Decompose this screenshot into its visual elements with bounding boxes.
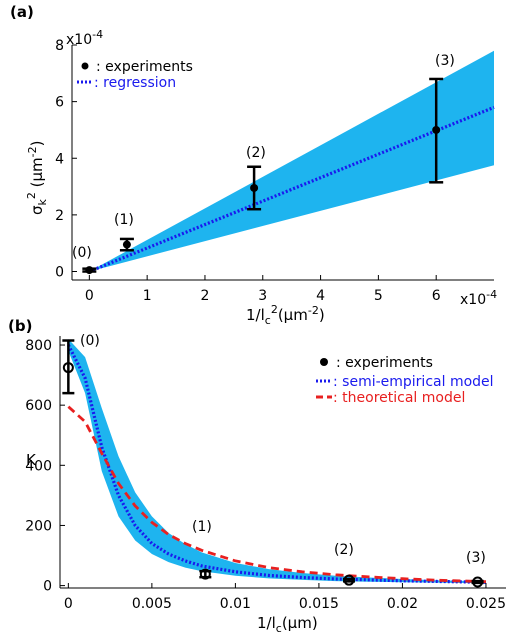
b-legend-semi-empirical-label: : semi-empirical model (333, 374, 494, 390)
a-confidence-band (89, 50, 495, 272)
b-x-tick-label-5: 0.025 (466, 596, 506, 612)
b-x-tick-label-4: 0.02 (387, 596, 418, 612)
b-ticks: 0 0.005 0.01 0.015 0.02 0.025 0 200 400 600 800 (25, 338, 506, 612)
a-legend: : experiments : regression (77, 59, 193, 91)
panel-b-label: (b) (8, 317, 32, 335)
a-y-tick-label-3: 6 (55, 95, 64, 111)
b-model-lines (66, 344, 487, 584)
a-x-tick-label-5: 5 (374, 288, 383, 304)
a-x-title: 1/lc2(µm-2) (246, 303, 325, 327)
b-x-tick-label-3: 0.015 (299, 596, 339, 612)
b-data-point-2 (343, 574, 355, 586)
b-point-label-0: (0) (80, 333, 100, 349)
b-legend-experiments-marker (320, 358, 328, 366)
b-legend: : experiments : semi-empirical model : t… (316, 355, 494, 406)
a-legend-experiments-marker (81, 62, 89, 70)
b-theoretical-model-line (67, 405, 487, 584)
b-x-title: 1/lc(µm) (257, 614, 318, 635)
a-regression-line (88, 105, 495, 273)
a-band-area (89, 50, 495, 272)
a-x-tick-label-4: 4 (316, 288, 325, 304)
a-x-tick-label-1: 1 (143, 288, 152, 304)
a-data-point-3 (432, 125, 441, 134)
b-y-tick-label-3: 600 (25, 398, 52, 414)
b-y-tick-label-1: 200 (25, 518, 52, 534)
a-x-tick-label-3: 3 (258, 288, 267, 304)
a-point-label-0: (0) (72, 245, 92, 261)
panel-a-label: (a) (10, 3, 34, 21)
a-experiment-points: (0) (1) (2) (3) (72, 53, 455, 275)
a-point-label-3: (3) (435, 53, 455, 69)
b-y-title: K (26, 451, 37, 469)
b-legend-theoretical-label: : theoretical model (333, 390, 465, 406)
panel-b: (b) (0) (1) (2) (3) 0 0.005 0.01 0.015 0.02 0.02… (8, 317, 506, 635)
a-axes (71, 45, 494, 281)
b-axes (59, 336, 506, 589)
b-data-point-1 (199, 568, 211, 580)
a-data-point-2 (250, 183, 259, 192)
a-x-multiplier: x10-4 (460, 288, 497, 308)
a-legend-experiments-label: : experiments (96, 59, 193, 75)
a-y-tick-label-0: 0 (55, 265, 64, 281)
a-y-title: σk2 (µm-2) (25, 141, 49, 216)
a-data-point-1 (122, 240, 131, 249)
b-point-label-3: (3) (466, 550, 486, 566)
b-y-tick-label-0: 0 (43, 579, 52, 595)
b-legend-experiments-label: : experiments (336, 355, 433, 371)
b-x-tick-label-1: 0.005 (132, 596, 172, 612)
a-regression-line (88, 105, 495, 273)
a-y-tick-label-4: 8 (55, 38, 64, 54)
b-y-tick-label-2: 400 (25, 458, 52, 474)
b-y-tick-label-4: 800 (25, 338, 52, 354)
b-point-label-2: (2) (334, 542, 354, 558)
a-x-tick-label-2: 2 (200, 288, 209, 304)
a-legend-regression-label: : regression (94, 75, 176, 91)
a-x-tick-label-6: 6 (432, 288, 441, 304)
b-semi-empirical-model-line (66, 344, 487, 584)
a-y-multiplier: x10-4 (66, 28, 103, 48)
b-x-tick-label-2: 0.01 (220, 596, 251, 612)
a-point-label-1: (1) (114, 212, 134, 228)
a-y-tick-label-1: 2 (55, 208, 64, 224)
b-data-point-3 (472, 576, 484, 588)
a-ticks: 0 1 2 3 4 5 6 0 2 4 6 8 (55, 38, 441, 304)
b-point-label-1: (1) (192, 519, 212, 535)
a-x-tick-label-0: 0 (85, 288, 94, 304)
panel-a: (a) (0) (1) (2) (3) 0 1 2 3 4 5 6 0 2 4 6 8 x10-4 x10-… (10, 3, 497, 327)
b-x-tick-label-0: 0 (64, 596, 73, 612)
b-experiment-points: (0) (1) (2) (3) (62, 333, 486, 588)
a-y-tick-label-2: 4 (55, 151, 64, 167)
b-data-point-0 (62, 362, 74, 374)
a-data-point-0 (85, 266, 94, 275)
a-point-label-2: (2) (246, 145, 266, 161)
